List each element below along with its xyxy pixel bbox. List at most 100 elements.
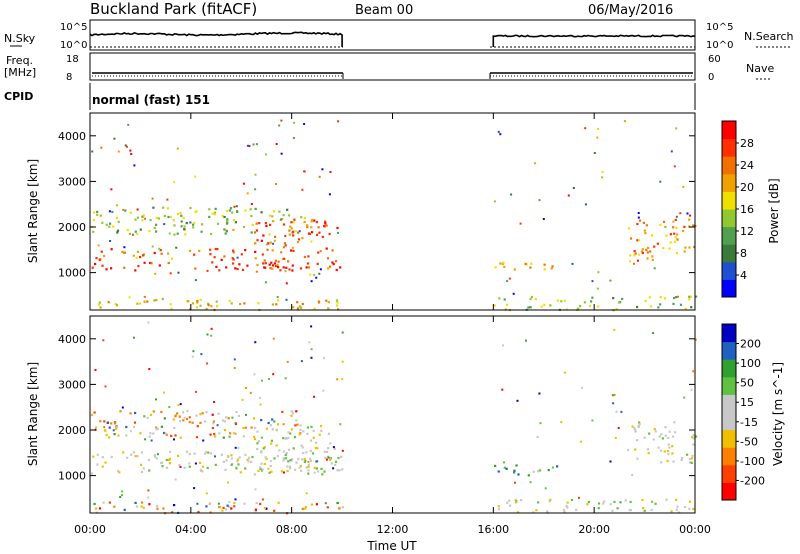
heatmap-cell (233, 358, 236, 361)
heatmap-cell (671, 435, 675, 438)
heatmap-cell (268, 263, 271, 266)
heatmap-cell (275, 143, 278, 145)
heatmap-cell (691, 454, 694, 458)
heatmap-cell (302, 430, 305, 433)
heatmap-cell (671, 445, 674, 448)
heatmap-cell (233, 205, 236, 208)
heatmap-cell (240, 253, 243, 256)
heatmap-cell (207, 451, 210, 454)
heatmap-cell (285, 298, 288, 301)
heatmap-cell (236, 460, 239, 463)
heatmap-cell (543, 268, 546, 271)
heatmap-cell (117, 150, 120, 153)
heatmap-cell (551, 466, 554, 469)
heatmap-cell (211, 212, 214, 215)
heatmap-cell (309, 457, 312, 460)
heatmap-cell (286, 465, 289, 468)
heatmap-cell (213, 213, 217, 216)
heatmap-cell (223, 228, 226, 231)
heatmap-cell (265, 243, 268, 246)
heatmap-cell (316, 262, 319, 265)
heatmap-cell (304, 506, 307, 509)
heatmap-cell (327, 301, 330, 304)
heatmap-cell (548, 500, 551, 503)
heatmap-cell (243, 502, 246, 505)
heatmap-cell (170, 307, 173, 310)
heatmap-cell (140, 501, 144, 504)
heatmap-cell (267, 421, 270, 425)
heatmap-cell (261, 498, 264, 501)
heatmap-cell (168, 232, 171, 235)
heatmap-cell (614, 436, 617, 439)
heatmap-cell (260, 419, 263, 422)
heatmap-cell (547, 469, 550, 472)
heatmap-cell (143, 415, 146, 418)
heatmap-cell (116, 231, 119, 234)
power-cells (91, 119, 698, 312)
heatmap-cell (236, 256, 239, 259)
heatmap-cell (232, 262, 235, 265)
heatmap-cell (298, 230, 301, 233)
heatmap-cell (692, 437, 695, 440)
heatmap-cell (186, 300, 189, 303)
heatmap-cell (254, 257, 257, 260)
heatmap-cell (514, 498, 517, 501)
heatmap-cell (151, 197, 154, 200)
heatmap-cell (301, 188, 304, 191)
heatmap-cell (236, 268, 239, 271)
heatmap-cell (638, 253, 641, 256)
heatmap-cell (264, 456, 267, 459)
heatmap-cell (162, 391, 165, 394)
heatmap-cell (675, 296, 678, 299)
heatmap-cell (659, 303, 662, 306)
colorbar-swatch (722, 261, 736, 280)
heatmap-cell (676, 505, 679, 508)
freq-label: Freq. (6, 54, 33, 67)
heatmap-cell (637, 216, 640, 219)
colorbar-swatch (722, 482, 736, 501)
nsearch-tick-top: 10^5 (706, 22, 733, 33)
heatmap-cell (305, 492, 308, 495)
heatmap-cell (539, 422, 542, 425)
heatmap-cell (237, 446, 240, 449)
heatmap-cell (656, 242, 659, 245)
heatmap-cell (513, 469, 516, 472)
heatmap-cell (664, 225, 667, 228)
heatmap-cell (651, 500, 654, 503)
heatmap-cell (567, 194, 570, 197)
heatmap-cell (209, 433, 212, 436)
heatmap-cell (306, 432, 309, 435)
heatmap-cell (160, 252, 163, 255)
heatmap-cell (529, 306, 532, 309)
heatmap-cell (264, 266, 267, 269)
heatmap-cell (253, 231, 257, 234)
heatmap-cell (129, 430, 132, 433)
heatmap-cell (155, 223, 158, 226)
heatmap-cell (503, 298, 506, 301)
heatmap-cell (173, 233, 176, 236)
heatmap-cell (667, 453, 670, 456)
colorbar-tick-label: -100 (740, 455, 765, 468)
heatmap-cell (660, 433, 663, 436)
heatmap-cell (323, 225, 326, 228)
heatmap-cell (688, 298, 691, 301)
heatmap-cell (323, 470, 326, 473)
heatmap-cell (171, 257, 174, 260)
heatmap-cell (216, 305, 219, 308)
heatmap-cell (201, 465, 205, 468)
heatmap-cell (636, 222, 639, 226)
heatmap-cell (649, 305, 652, 308)
heatmap-cell (317, 226, 320, 229)
heatmap-cell (290, 414, 293, 417)
nave-tick-top: 60 (708, 54, 721, 65)
nsky-tick-top: 10^5 (60, 22, 87, 33)
heatmap-cell (563, 299, 566, 302)
heatmap-cell (596, 287, 599, 290)
heatmap-cell (509, 504, 512, 507)
heatmap-cell (141, 215, 144, 218)
heatmap-cell (292, 221, 295, 224)
heatmap-cell (238, 456, 241, 459)
heatmap-cell (168, 462, 171, 465)
heatmap-cell (338, 469, 341, 472)
heatmap-cell (108, 426, 111, 429)
